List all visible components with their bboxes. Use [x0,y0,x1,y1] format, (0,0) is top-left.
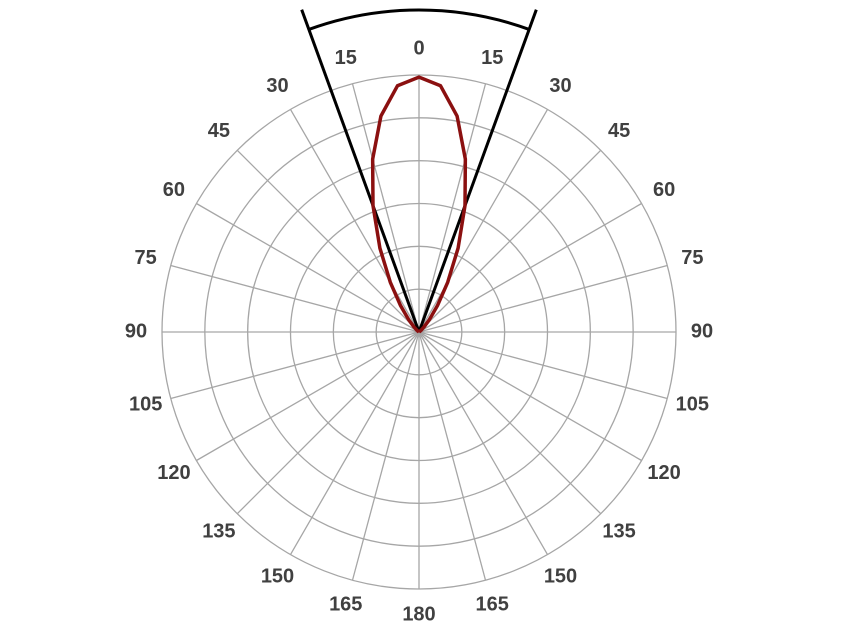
grid-spoke [418,149,602,333]
angle-label: 60 [653,179,675,201]
grid-spoke [170,264,420,333]
angle-label: 15 [335,47,357,69]
grid-spoke [351,331,420,581]
grid-spoke [418,109,549,333]
angle-label: 30 [549,75,571,97]
angle-label: 150 [544,565,577,587]
grid-spoke [170,331,420,400]
angle-label: 30 [266,75,288,97]
grid-spoke [196,202,420,333]
angle-label: 135 [202,520,235,542]
angle-label: 45 [608,120,630,142]
grid-spoke [418,331,642,462]
grid-spoke [418,202,642,333]
angle-label: 15 [481,47,503,69]
angle-label: 105 [129,394,162,416]
beam-arc [308,8,530,31]
grid-spoke [351,83,420,333]
grid-spoke [418,331,549,555]
grid-spoke [418,331,668,400]
grid-spoke [289,109,420,333]
angle-label: 120 [157,462,190,484]
angle-label: 180 [402,603,435,625]
grid-spoke [289,331,420,555]
angle-label: 150 [261,565,294,587]
angle-label: 60 [163,179,185,201]
angle-label: 75 [135,247,157,269]
angle-label: 165 [329,594,362,616]
grid-spoke [236,149,420,333]
angle-label: 0 [413,37,424,59]
grid-spoke [418,83,487,333]
beam-edge [417,9,538,333]
grid-spoke [196,331,420,462]
angle-label: 90 [125,320,147,342]
angle-label: 120 [647,462,680,484]
grid-spoke [418,264,668,333]
angle-label: 135 [602,520,635,542]
grid-spoke [418,331,487,581]
beam-edge [300,9,421,333]
angle-label: 45 [208,120,230,142]
radiation-lobe [370,75,468,334]
grid-spoke [236,331,420,515]
grid-spoke [418,331,602,515]
angle-label: 165 [476,594,509,616]
angle-label: 90 [691,320,713,342]
angle-label: 75 [681,247,703,269]
angle-label: 105 [676,394,709,416]
